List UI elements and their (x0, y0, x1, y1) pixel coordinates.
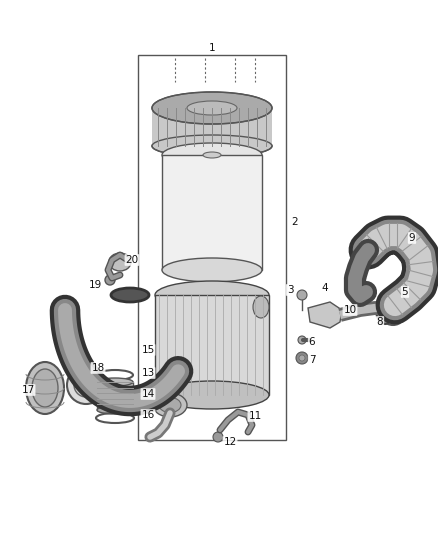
Text: 15: 15 (141, 345, 155, 355)
Text: 5: 5 (402, 287, 408, 297)
Text: 14: 14 (141, 389, 155, 399)
Text: 9: 9 (409, 233, 415, 243)
Bar (97, 382, 133, 410)
Ellipse shape (152, 135, 272, 157)
Ellipse shape (109, 253, 131, 271)
Ellipse shape (162, 258, 262, 282)
Ellipse shape (187, 101, 237, 115)
Text: 13: 13 (141, 368, 155, 378)
Ellipse shape (153, 393, 187, 417)
Ellipse shape (159, 398, 181, 413)
Text: 10: 10 (343, 305, 357, 315)
Circle shape (297, 290, 307, 300)
Circle shape (213, 432, 223, 442)
Text: 11: 11 (248, 411, 261, 421)
Text: 16: 16 (141, 410, 155, 420)
Bar (138, 55, 286, 440)
Text: 4: 4 (321, 283, 328, 293)
Text: 8: 8 (377, 317, 383, 327)
Ellipse shape (67, 366, 105, 404)
Polygon shape (308, 302, 342, 328)
Text: 17: 17 (21, 385, 35, 395)
Bar (162, 155, 262, 270)
Ellipse shape (384, 300, 402, 320)
Circle shape (299, 355, 305, 361)
Ellipse shape (376, 296, 394, 324)
Ellipse shape (111, 288, 149, 302)
Circle shape (105, 275, 115, 285)
Text: 7: 7 (309, 355, 315, 365)
Ellipse shape (97, 378, 133, 386)
Text: 2: 2 (292, 217, 298, 227)
Ellipse shape (162, 143, 262, 167)
Ellipse shape (155, 381, 269, 409)
Text: 6: 6 (309, 337, 315, 347)
Text: 3: 3 (287, 285, 293, 295)
Text: 18: 18 (92, 363, 105, 373)
Ellipse shape (26, 362, 64, 414)
Text: 20: 20 (125, 255, 138, 265)
Ellipse shape (155, 281, 269, 309)
Ellipse shape (152, 92, 272, 124)
Ellipse shape (203, 152, 221, 158)
Ellipse shape (32, 369, 58, 407)
Text: 19: 19 (88, 280, 102, 290)
Ellipse shape (348, 280, 368, 300)
Bar (155, 295, 269, 395)
Text: 1: 1 (208, 43, 215, 53)
Ellipse shape (253, 296, 269, 318)
Ellipse shape (74, 373, 98, 397)
Circle shape (298, 336, 306, 344)
Ellipse shape (97, 406, 133, 414)
Circle shape (296, 352, 308, 364)
Bar (152, 108, 272, 146)
Ellipse shape (379, 295, 407, 325)
Text: 12: 12 (223, 437, 237, 447)
